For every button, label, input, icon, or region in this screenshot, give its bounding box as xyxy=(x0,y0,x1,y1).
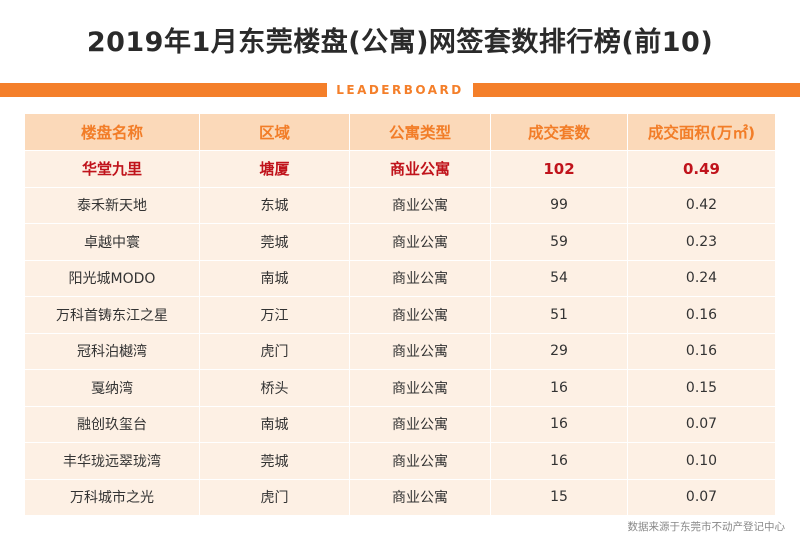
column-header-district: 区域 xyxy=(200,114,350,151)
column-header-name: 楼盘名称 xyxy=(25,114,200,151)
table-cell-district: 南城 xyxy=(200,260,350,297)
table-cell-name: 华堂九里 xyxy=(25,151,200,188)
table-cell-area: 0.16 xyxy=(628,334,775,370)
column-header-type: 公寓类型 xyxy=(350,114,491,151)
table-cell-area: 0.16 xyxy=(628,297,775,334)
ranking-table: 楼盘名称 区域 公寓类型 成交套数 成交面积(万㎡) 华堂九里 塘厦 商业公寓 102 0.49 泰… xyxy=(25,114,775,516)
table-cell-district: 东城 xyxy=(200,187,350,224)
table-cell-units: 29 xyxy=(491,333,628,370)
table-cell-district: 虎门 xyxy=(200,333,350,370)
page-title: 2019年1月东莞楼盘(公寓)网签套数排行榜(前10) xyxy=(86,27,714,58)
table-cell-name: 戛纳湾 xyxy=(25,370,200,407)
table-cell-district: 塘厦 xyxy=(200,151,350,188)
table-cell-type: 商业公寓 xyxy=(350,224,491,261)
table-cell-units: 51 xyxy=(491,297,628,334)
table-cell-name: 泰禾新天地 xyxy=(25,187,200,224)
table-cell-type: 商业公寓 xyxy=(350,187,491,224)
table-cell-name: 冠科泊樾湾 xyxy=(25,333,200,370)
table-cell-units: 99 xyxy=(491,187,628,224)
leaderboard-label: LEADERBOARD xyxy=(327,80,473,100)
table-cell-name: 阳光城MODO xyxy=(25,260,200,297)
table-cell-area: 0.49 xyxy=(628,151,775,188)
table-cell-area: 0.23 xyxy=(628,224,775,261)
table-cell-name: 万科城市之光 xyxy=(25,479,200,516)
table-cell-type: 商业公寓 xyxy=(350,297,491,334)
table-cell-units: 16 xyxy=(491,406,628,443)
table-cell-area: 0.10 xyxy=(628,443,775,480)
table-cell-area: 0.07 xyxy=(628,480,775,516)
table-cell-units: 15 xyxy=(491,479,628,516)
table-cell-district: 虎门 xyxy=(200,479,350,516)
table-cell-units: 16 xyxy=(491,370,628,407)
table-cell-units: 16 xyxy=(491,443,628,480)
table-cell-type: 商业公寓 xyxy=(350,479,491,516)
column-header-units: 成交套数 xyxy=(491,114,628,151)
table-cell-units: 54 xyxy=(491,260,628,297)
table-cell-name: 丰华珑远翠珑湾 xyxy=(25,443,200,480)
column-header-area: 成交面积(万㎡) xyxy=(628,114,775,151)
table-cell-name: 卓越中寰 xyxy=(25,224,200,261)
table-cell-units: 59 xyxy=(491,224,628,261)
table-cell-type: 商业公寓 xyxy=(350,151,491,188)
table-cell-type: 商业公寓 xyxy=(350,260,491,297)
table-cell-name: 万科首铸东江之星 xyxy=(25,297,200,334)
table-cell-area: 0.42 xyxy=(628,188,775,224)
table-cell-area: 0.07 xyxy=(628,407,775,443)
table-cell-units: 102 xyxy=(491,151,628,188)
table-cell-district: 莞城 xyxy=(200,224,350,261)
table-cell-district: 桥头 xyxy=(200,370,350,407)
table-cell-name: 融创玖玺台 xyxy=(25,406,200,443)
table-cell-type: 商业公寓 xyxy=(350,370,491,407)
table-cell-type: 商业公寓 xyxy=(350,333,491,370)
table-cell-district: 万江 xyxy=(200,297,350,334)
table-cell-area: 0.15 xyxy=(628,370,775,407)
table-cell-area: 0.24 xyxy=(628,261,775,297)
table-cell-district: 南城 xyxy=(200,406,350,443)
data-source-note: 数据来源于东莞市不动产登记中心 xyxy=(627,521,786,533)
table-cell-type: 商业公寓 xyxy=(350,443,491,480)
table-cell-district: 莞城 xyxy=(200,443,350,480)
table-cell-type: 商业公寓 xyxy=(350,406,491,443)
